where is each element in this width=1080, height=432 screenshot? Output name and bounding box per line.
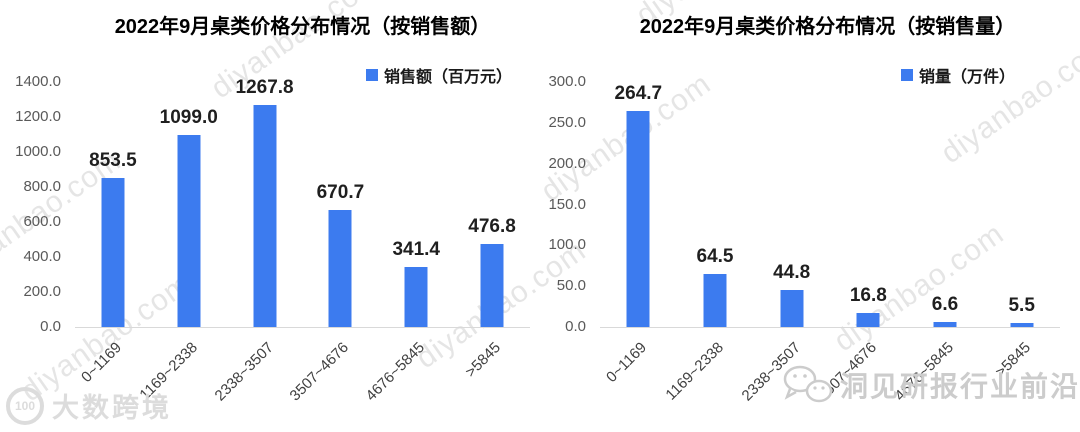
value-label: 476.8 bbox=[468, 215, 516, 237]
y-axis-tick-label: 50.0 bbox=[556, 277, 586, 295]
bar-slot: 341.4 4676~5845 bbox=[363, 82, 454, 404]
bar bbox=[404, 267, 428, 327]
plot-area: 0.0 50.0 100.0 150.0 200.0 250.0 300.0 264.7 0~1… bbox=[548, 74, 1060, 405]
value-label: 670.7 bbox=[316, 181, 365, 203]
x-axis-tick-label: 2338~3507 bbox=[738, 339, 804, 405]
y-axis-tick-label: 200.0 bbox=[548, 154, 586, 172]
legend-swatch-icon bbox=[365, 69, 378, 81]
value-label: 341.4 bbox=[392, 239, 440, 261]
bar-slot: 1267.8 2338~3507 bbox=[211, 77, 303, 404]
value-label: 5.5 bbox=[1008, 294, 1035, 316]
value-label: 64.5 bbox=[696, 246, 734, 268]
x-axis-tick-label: 1169~2338 bbox=[662, 339, 728, 404]
x-axis-tick-label: >5845 bbox=[991, 339, 1034, 381]
y-axis-tick-label: 0.0 bbox=[565, 318, 586, 335]
y-axis-tick-label: 100.0 bbox=[548, 236, 586, 254]
legend: 销量（万件） bbox=[900, 63, 1015, 87]
bar-slot: 5.5 >5845 bbox=[983, 82, 1060, 381]
legend-label: 销量（万件） bbox=[918, 69, 1015, 86]
bar-slot: 670.7 3507~4676 bbox=[287, 82, 378, 405]
x-axis-tick-label: 2338~3507 bbox=[211, 339, 277, 405]
x-axis-tick-label: 0~1169 bbox=[603, 339, 651, 386]
y-axis-tick-label: 200.0 bbox=[23, 283, 61, 300]
value-label: 6.6 bbox=[931, 293, 959, 315]
x-axis-tick-label: 1169~2338 bbox=[136, 339, 201, 404]
bar bbox=[328, 209, 352, 327]
bar-slot: 264.7 0~1169 bbox=[600, 82, 677, 386]
y-axis-tick-label: 150.0 bbox=[548, 195, 586, 213]
y-axis-tick-label: 800.0 bbox=[23, 178, 61, 195]
y-axis-tick-label: 300.0 bbox=[548, 73, 586, 90]
value-label: 44.8 bbox=[773, 262, 811, 284]
bar bbox=[480, 243, 504, 327]
value-label: 264.7 bbox=[614, 82, 663, 104]
bar-slot: 1099.0 1169~2338 bbox=[136, 82, 227, 404]
bar bbox=[703, 274, 727, 327]
y-axis-tick-label: 400.0 bbox=[23, 248, 61, 265]
bar-slot: 64.5 1169~2338 bbox=[662, 82, 754, 403]
x-axis-tick-label: >5845 bbox=[462, 339, 505, 381]
bar bbox=[1010, 322, 1034, 327]
bar bbox=[933, 321, 957, 327]
bar-slot: 476.8 >5845 bbox=[454, 82, 530, 381]
value-label: 1267.8 bbox=[235, 77, 294, 99]
legend-label: 销售额（百万元） bbox=[383, 69, 512, 86]
x-axis-tick-label: 4676~5845 bbox=[362, 339, 429, 405]
y-axis-tick-label: 0.0 bbox=[40, 318, 61, 335]
bar-slot: 44.8 2338~3507 bbox=[738, 82, 830, 404]
bar bbox=[626, 110, 650, 327]
bar bbox=[253, 105, 277, 327]
chart-sales-amount: 2022年9月桌类价格分布情况（按销售额） 销售额（百万元） 0.0 200.0 4… bbox=[15, 16, 530, 405]
bar-slot: 16.8 3507~4676 bbox=[815, 82, 907, 404]
bar-slot: 853.5 0~1169 bbox=[75, 82, 151, 386]
chart-sales-volume: 2022年9月桌类价格分布情况（按销售量） 销量（万件） 0.0 50.0 100.… bbox=[540, 0, 1080, 432]
value-label: 853.5 bbox=[89, 149, 137, 171]
y-axis-tick-label: 1200.0 bbox=[15, 108, 61, 125]
y-axis-tick-label: 1400.0 bbox=[15, 73, 61, 90]
legend: 销售额（百万元） bbox=[365, 63, 512, 87]
x-axis-tick-label: 3507~4676 bbox=[287, 339, 353, 405]
value-label: 1099.0 bbox=[159, 106, 218, 128]
x-axis-tick-label: 3507~4676 bbox=[814, 339, 881, 405]
x-axis-tick-label: 4676~5845 bbox=[891, 339, 958, 405]
x-axis-tick-label: 0~1169 bbox=[78, 339, 125, 386]
bar bbox=[780, 290, 804, 327]
chart-title: 2022年9月桌类价格分布情况（按销售量） bbox=[639, 16, 1016, 38]
y-axis-tick-label: 250.0 bbox=[548, 113, 586, 131]
value-label: 16.8 bbox=[849, 285, 887, 307]
y-axis-tick-label: 1000.0 bbox=[15, 143, 61, 160]
bar bbox=[177, 134, 201, 327]
bar bbox=[101, 177, 125, 327]
bar-slot: 6.6 4676~5845 bbox=[892, 82, 984, 405]
plot-area: 0.0 200.0 400.0 600.0 800.0 1000.0 1200.0 1400.… bbox=[15, 74, 530, 405]
y-axis-tick-label: 600.0 bbox=[23, 213, 61, 230]
chart-title: 2022年9月桌类价格分布情况（按销售额） bbox=[114, 16, 491, 38]
legend-swatch-icon bbox=[900, 69, 913, 81]
bar bbox=[856, 313, 880, 327]
